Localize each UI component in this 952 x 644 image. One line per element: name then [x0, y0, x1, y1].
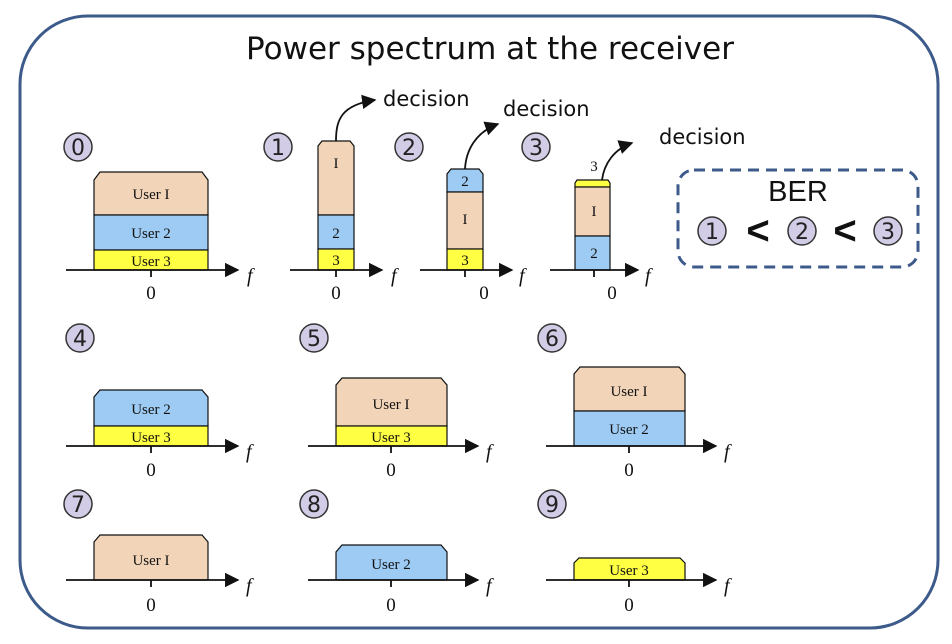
panel-number: 3	[529, 136, 543, 161]
ber-number: 1	[705, 220, 719, 245]
block-label: User 3	[131, 254, 171, 270]
panel-number-badge	[263, 132, 293, 162]
decision-arrow	[601, 140, 634, 181]
axis-f-label: f	[246, 441, 254, 463]
panel-number-badge	[65, 323, 95, 353]
decision-label: decision	[503, 97, 590, 121]
axis-f-label: f	[486, 575, 494, 597]
block-label: User 2	[131, 226, 171, 242]
axis-zero-label: 0	[146, 460, 156, 481]
less-than-sign: <	[833, 209, 856, 253]
panel-number: 9	[545, 493, 559, 518]
axis-zero-label: 0	[386, 595, 396, 616]
panel-number-badge	[299, 489, 329, 519]
panel-number: 0	[71, 136, 85, 161]
spectrum-block-user-2	[574, 235, 611, 271]
block-label: User 2	[371, 557, 411, 573]
axis-f-label: f	[486, 441, 494, 463]
axis-f-label: f	[246, 575, 254, 597]
decision-label: decision	[383, 87, 470, 111]
axis-f-label: f	[724, 441, 732, 463]
axis-zero-label: 0	[624, 595, 634, 616]
panel-number: 7	[71, 493, 85, 518]
axis-zero-label: 0	[331, 283, 341, 304]
panel-number: 8	[307, 493, 321, 518]
block-label: User 3	[609, 563, 649, 579]
panel-3: 3 3 I 2 decision 0 f	[521, 125, 746, 304]
panel-number: 1	[271, 136, 285, 161]
axis-zero-label: 0	[386, 460, 396, 481]
ber-badge-3	[873, 216, 903, 246]
block-label: User I	[610, 384, 647, 400]
spectrum-block-user-2	[573, 410, 686, 447]
block-label: I	[463, 212, 468, 228]
ber-number: 3	[881, 220, 895, 245]
panel-number-badge	[63, 489, 93, 519]
axis-zero-label: 0	[146, 283, 156, 304]
block-label: User 2	[131, 402, 171, 418]
panel-number: 6	[545, 327, 559, 352]
panel-number-badge	[537, 323, 567, 353]
axis-f-label: f	[391, 265, 399, 287]
panel-number: 5	[307, 327, 321, 352]
panel-4: 4 User 2 User 3 0 f	[65, 323, 254, 481]
panel-number: 4	[73, 327, 87, 352]
block-label: 2	[590, 246, 598, 262]
panel-5: 5 User I User 3 0 f	[299, 323, 494, 481]
block-label: I	[592, 204, 597, 220]
panel-number: 2	[402, 136, 416, 161]
axis-zero-label: 0	[624, 460, 634, 481]
panel-1: 1 I 2 3 decision 0 f	[263, 87, 470, 304]
panel-number-badge	[63, 132, 93, 162]
axis-zero-label: 0	[607, 283, 617, 304]
diagram-title: Power spectrum at the receiver	[246, 31, 734, 67]
panel-9: 9 User 3 0 f	[537, 489, 732, 616]
panel-number-badge	[394, 132, 424, 162]
axis-f-label: f	[724, 575, 732, 597]
spectrum-block-user-1	[317, 140, 355, 216]
block-label: User I	[132, 187, 169, 203]
outer-frame	[18, 14, 940, 630]
panel-2: 2 2 I 3 decision 0 f	[394, 97, 590, 304]
panel-8: 8 User 2 0 f	[299, 489, 494, 616]
decision-arrow	[464, 121, 500, 170]
axis-f-label: f	[247, 265, 255, 287]
axis-zero-label: 0	[479, 283, 489, 304]
axis-f-label: f	[519, 265, 527, 287]
spectrum-block-user-2	[317, 214, 355, 250]
block-label: User 2	[609, 422, 649, 438]
block-label: User 3	[131, 430, 171, 446]
spectrum-block-user-1	[574, 186, 611, 237]
block-label: User I	[132, 553, 169, 569]
spectrum-block-user-2	[93, 214, 209, 251]
block-label: 3	[461, 253, 469, 269]
panel-number-badge	[537, 489, 567, 519]
ber-badge-2	[787, 216, 817, 246]
panel-number-badge	[521, 132, 551, 162]
panel-number-badge	[299, 323, 329, 353]
panel-6: 6 User I User 2 0 f	[537, 323, 732, 481]
ber-badge-1	[697, 216, 727, 246]
axis-f-label: f	[645, 265, 653, 287]
spectrum-block-user-3	[574, 179, 611, 188]
decision-label: decision	[659, 125, 746, 149]
ber-number: 2	[795, 220, 809, 245]
panel-0: 0 User I User 2 User 3 0 f	[63, 132, 255, 304]
block-label: 3	[590, 159, 598, 175]
block-label: I	[334, 156, 339, 172]
axis-zero-label: 0	[146, 595, 156, 616]
block-label: User I	[372, 397, 409, 413]
less-than-sign: <	[746, 209, 769, 253]
panel-7: 7 User I 0 f	[63, 489, 254, 616]
ber-label: BER	[768, 176, 828, 208]
decision-arrow	[335, 94, 377, 142]
block-label: 3	[332, 253, 340, 269]
ber-box: BER 1 < 2 < 3	[676, 168, 920, 269]
block-label: User 3	[371, 430, 411, 446]
block-label: 2	[332, 226, 340, 242]
block-label: 2	[461, 174, 469, 190]
